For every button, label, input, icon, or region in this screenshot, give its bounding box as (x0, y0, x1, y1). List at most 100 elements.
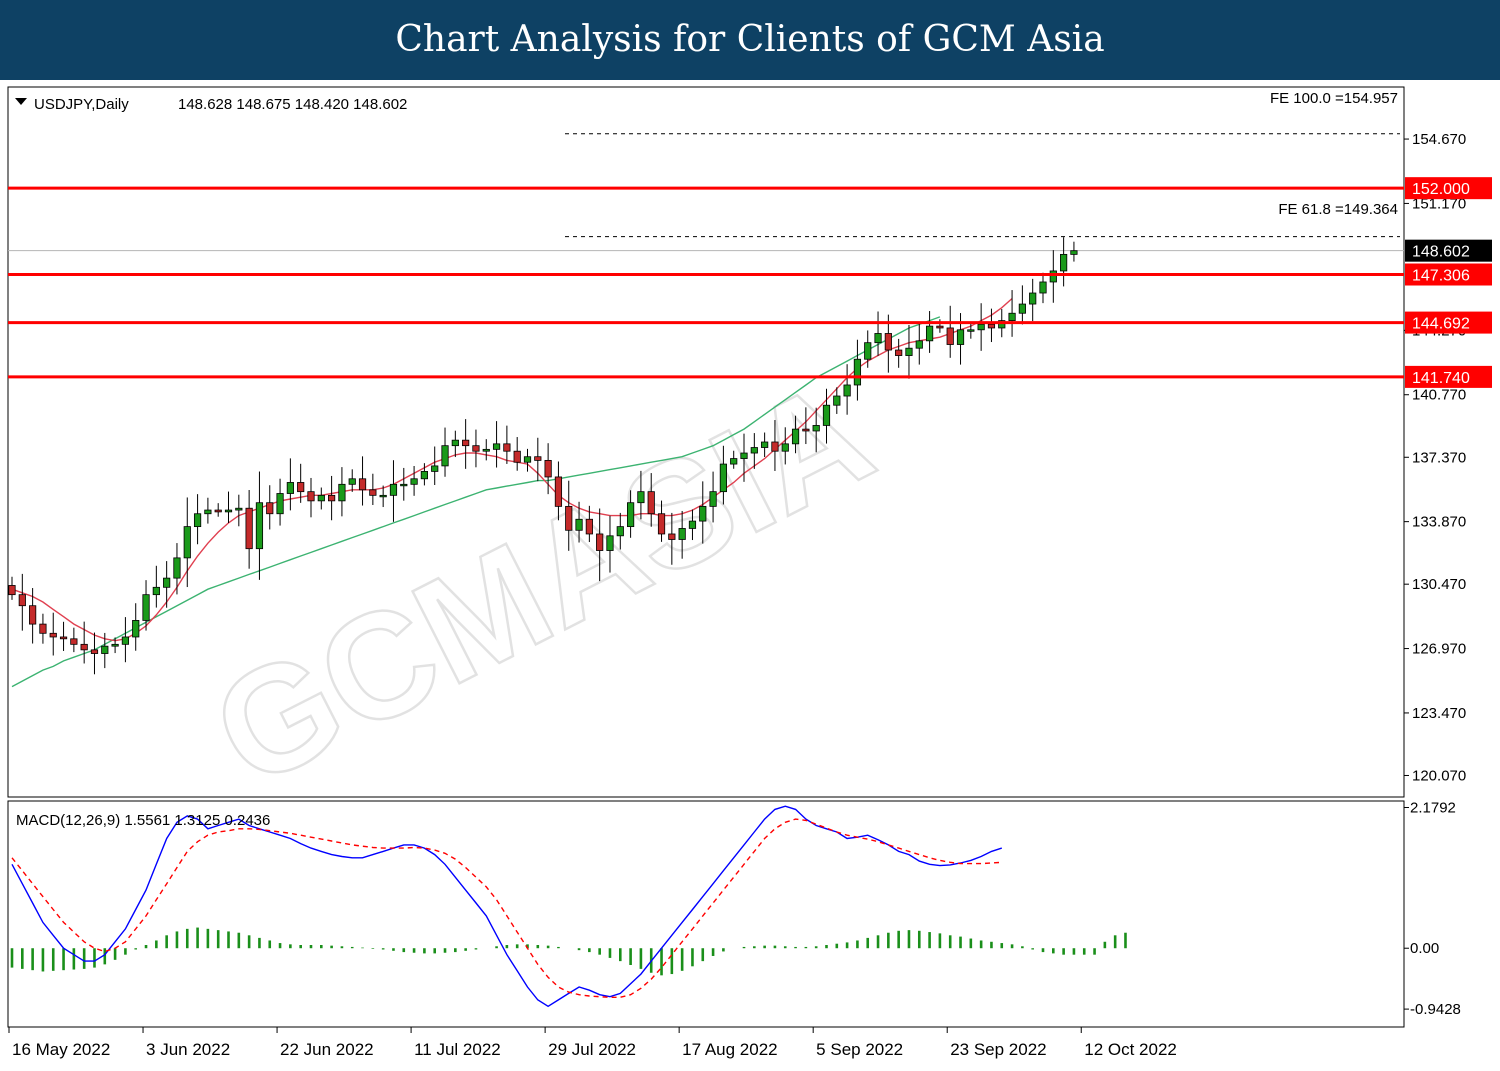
candle-body (761, 441, 769, 448)
candle (111, 637, 119, 654)
fib-label-618: FE 61.8 =149.364 (1278, 201, 1398, 218)
candle-body (699, 505, 707, 522)
candle (585, 505, 593, 543)
candle (812, 407, 820, 453)
macd-tick-label: -0.9428 (1410, 1001, 1461, 1018)
header-bar (0, 0, 1500, 80)
candle-body (18, 594, 26, 607)
candle (606, 515, 614, 573)
candle (492, 421, 501, 468)
candle-body (802, 428, 810, 432)
ohlc-label: 148.628 148.675 148.420 148.602 (178, 96, 407, 113)
candle (18, 573, 26, 631)
candle (925, 311, 934, 353)
candle-body (936, 325, 944, 329)
candle-body (678, 528, 686, 540)
candle (740, 433, 748, 482)
price-tick-label: 120.070 (1412, 767, 1466, 784)
candle (59, 621, 68, 651)
ma-fast-line (11, 297, 1013, 642)
candle (833, 387, 841, 414)
candle (472, 429, 480, 468)
candle (657, 500, 666, 542)
candle-body (791, 428, 800, 445)
candle-body (379, 494, 387, 498)
candle (616, 512, 624, 550)
fib-label-100: FE 100.0 =154.957 (1270, 90, 1398, 107)
candle (627, 490, 635, 538)
candle (668, 512, 676, 565)
candle (637, 470, 645, 520)
candle (163, 561, 171, 608)
price-axis: 154.670151.170144.270140.770137.370133.8… (1404, 131, 1492, 784)
candle (822, 388, 831, 444)
candle-body (915, 340, 923, 349)
candle-body (183, 526, 191, 559)
candle (348, 469, 356, 492)
candle-body (49, 632, 57, 638)
price-tick-label: 123.470 (1412, 705, 1466, 722)
candle-body (688, 520, 697, 529)
candle (328, 475, 336, 521)
candle-body (967, 329, 975, 332)
candle-body (627, 502, 635, 528)
candle-body (204, 509, 212, 515)
price-panel (7, 86, 1405, 798)
candle (204, 497, 212, 524)
candle (317, 487, 325, 510)
candle-body (730, 458, 738, 465)
level-tag-0-box (1405, 177, 1492, 200)
time-tick-label: 29 Jul 2022 (548, 1040, 636, 1059)
candle-body (163, 577, 171, 588)
candle (389, 460, 398, 522)
time-tick-label: 23 Sep 2022 (950, 1040, 1046, 1059)
candle (266, 485, 274, 530)
candle (1018, 285, 1026, 325)
level-tag-0-label: 152.000 (1412, 181, 1470, 198)
candle (843, 364, 851, 415)
candle-body (173, 557, 181, 579)
candle-body (977, 323, 985, 331)
candle-body (925, 325, 934, 342)
time-tick-label: 12 Oct 2022 (1084, 1040, 1177, 1059)
price-tick-label: 130.470 (1412, 576, 1466, 593)
candle (781, 427, 789, 465)
candle (977, 303, 985, 351)
candle-body (1008, 312, 1016, 322)
candle-body (1039, 281, 1047, 294)
candle (802, 407, 810, 445)
candle-body (771, 441, 779, 452)
candle-body (8, 585, 16, 596)
candle (132, 603, 140, 651)
candle (482, 439, 490, 461)
candle (864, 330, 872, 368)
candle (771, 420, 779, 471)
candle-body (286, 482, 294, 494)
signal-line (11, 818, 1002, 998)
symbol-dropdown-icon[interactable] (15, 98, 27, 105)
candle-body (307, 491, 315, 502)
candle-body (740, 452, 748, 459)
candle-body (224, 509, 233, 513)
candle (709, 471, 717, 523)
candle (286, 458, 294, 511)
candle (513, 437, 521, 471)
candle-body (647, 491, 655, 515)
candle (307, 477, 315, 518)
candle (503, 425, 511, 464)
candle (49, 612, 57, 656)
candle-body (276, 493, 284, 515)
candle (1029, 278, 1037, 322)
candle-body (492, 443, 501, 450)
candle-body (575, 518, 583, 531)
candle (101, 632, 109, 669)
candle-body (956, 329, 965, 345)
candle-body (369, 489, 377, 496)
candle-body (554, 476, 563, 507)
macd-tick-label: 2.1792 (1410, 800, 1456, 817)
candle-body (657, 513, 666, 535)
candle (1060, 237, 1068, 287)
level-tag-3-label: 141.740 (1412, 370, 1470, 387)
candle-body (338, 483, 346, 502)
candle-body (1029, 292, 1037, 305)
